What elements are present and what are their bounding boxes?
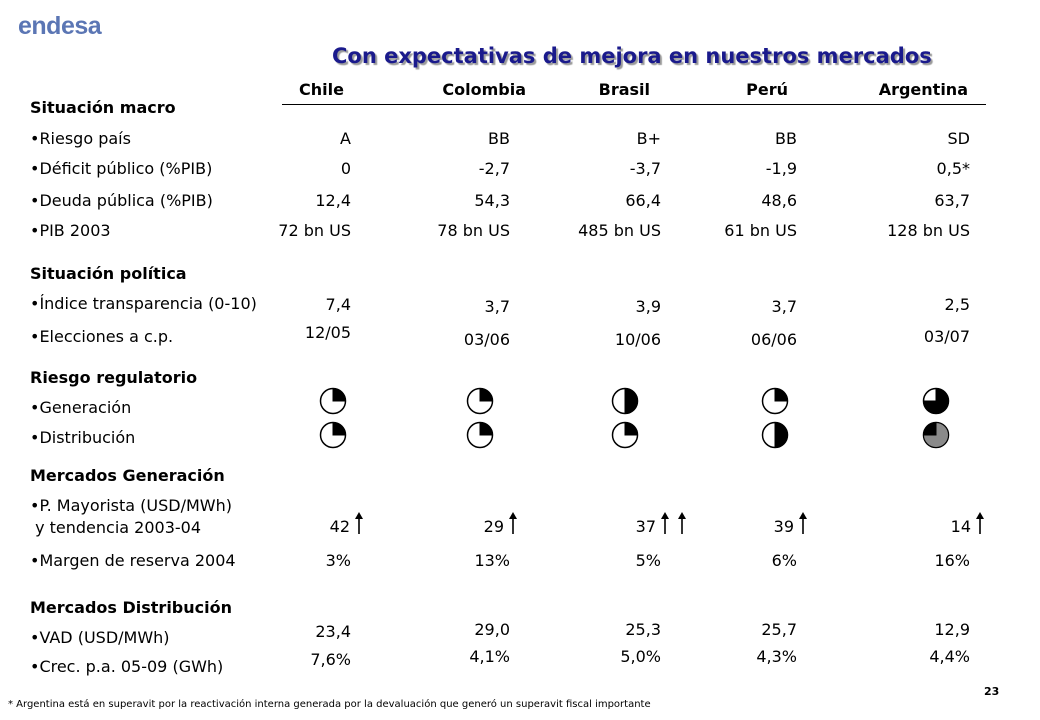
cell-deficit-chile: 0: [340, 159, 351, 178]
risk-pie-distribucion-argentina: [922, 421, 950, 449]
label-reserva: •Margen de reserva 2004: [30, 551, 236, 570]
column-header-argentina: Argentina: [878, 80, 968, 99]
cell-transparencia-brasil: 3,9: [635, 297, 661, 316]
cell-deficit-brasil: -3,7: [629, 159, 661, 178]
trend-up-arrow-icon: [661, 512, 669, 534]
cell-transparencia-chile: 7,4: [325, 295, 351, 314]
column-header-chile: Chile: [299, 80, 344, 99]
cell-vad-brasil: 25,3: [625, 620, 661, 639]
label-generacion: •Generación: [30, 398, 132, 417]
cell-vad-chile: 23,4: [315, 622, 351, 641]
cell-deuda-colombia: 54,3: [474, 191, 510, 210]
cell-pib-brasil: 485 bn US: [578, 221, 661, 240]
risk-pie-distribucion-brasil: [611, 421, 639, 449]
cell-crec-colombia: 4,1%: [469, 647, 510, 666]
label-deficit: •Déficit público (%PIB): [30, 159, 213, 178]
cell-elecciones-argentina: 03/07: [923, 327, 970, 346]
cell-mayorista-colombia: 29: [483, 517, 504, 536]
cell-mayorista-brasil: 37: [635, 517, 656, 536]
cell-riesgo-pais-peru: BB: [775, 129, 797, 148]
trend-up-arrow-icon: [799, 512, 807, 534]
cell-reserva-colombia: 13%: [474, 551, 510, 570]
cell-deficit-argentina: 0,5*: [936, 159, 970, 178]
label-transparencia: •Índice transparencia (0-10): [30, 294, 257, 313]
label-mayorista-2: y tendencia 2003-04: [30, 518, 202, 537]
risk-pie-generacion-peru: [761, 387, 789, 415]
cell-riesgo-pais-brasil: B+: [636, 129, 661, 148]
label-distribucion: •Distribución: [30, 428, 136, 447]
cell-pib-peru: 61 bn US: [724, 221, 797, 240]
section-mercados-generacion: Mercados Generación: [30, 466, 225, 485]
cell-deficit-peru: -1,9: [765, 159, 797, 178]
section-mercados-distribucion: Mercados Distribución: [30, 598, 232, 617]
column-header-brasil: Brasil: [598, 80, 650, 99]
cell-pib-colombia: 78 bn US: [437, 221, 510, 240]
risk-pie-distribucion-peru: [761, 421, 789, 449]
risk-pie-distribucion-colombia: [466, 421, 494, 449]
cell-mayorista-peru: 39: [773, 517, 794, 536]
cell-deuda-brasil: 66,4: [625, 191, 661, 210]
cell-mayorista-chile: 42: [329, 517, 350, 536]
cell-pib-argentina: 128 bn US: [887, 221, 970, 240]
label-mayorista-1: •P. Mayorista (USD/MWh): [30, 496, 232, 515]
cell-reserva-chile: 3%: [325, 551, 351, 570]
cell-reserva-peru: 6%: [771, 551, 797, 570]
cell-elecciones-brasil: 10/06: [614, 330, 661, 349]
cell-elecciones-peru: 06/06: [750, 330, 797, 349]
column-header-peru: Perú: [746, 80, 788, 99]
label-elecciones: •Elecciones a c.p.: [30, 327, 174, 346]
label-crec: •Crec. p.a. 05-09 (GWh): [30, 657, 224, 676]
page-title: Con expectativas de mejora en nuestros m…: [332, 44, 932, 68]
cell-transparencia-argentina: 2,5: [944, 295, 970, 314]
cell-deuda-chile: 12,4: [315, 191, 351, 210]
column-header-colombia: Colombia: [442, 80, 526, 99]
label-pib: •PIB 2003: [30, 221, 111, 240]
cell-elecciones-colombia: 03/06: [463, 330, 510, 349]
section-situacion-politica: Situación política: [30, 264, 187, 283]
cell-pib-chile: 72 bn US: [278, 221, 351, 240]
cell-vad-peru: 25,7: [761, 620, 797, 639]
cell-transparencia-peru: 3,7: [771, 297, 797, 316]
risk-pie-generacion-brasil: [611, 387, 639, 415]
trend-up-arrow-icon: [509, 512, 517, 534]
risk-pie-generacion-argentina: [922, 387, 950, 415]
cell-deuda-argentina: 63,7: [934, 191, 970, 210]
header-divider: [282, 104, 986, 105]
cell-deuda-peru: 48,6: [761, 191, 797, 210]
page-number: 23: [984, 685, 1000, 698]
cell-reserva-brasil: 5%: [635, 551, 661, 570]
cell-reserva-argentina: 16%: [934, 551, 970, 570]
cell-vad-argentina: 12,9: [934, 620, 970, 639]
label-vad: •VAD (USD/MWh): [30, 628, 170, 647]
label-riesgo-pais: •Riesgo país: [30, 129, 131, 148]
cell-transparencia-colombia: 3,7: [484, 297, 510, 316]
label-deuda: •Deuda pública (%PIB): [30, 191, 213, 210]
footnote: * Argentina está en superavit por la rea…: [8, 699, 651, 710]
cell-riesgo-pais-colombia: BB: [488, 129, 510, 148]
cell-riesgo-pais-argentina: SD: [947, 129, 970, 148]
cell-crec-argentina: 4,4%: [929, 647, 970, 666]
risk-pie-generacion-chile: [319, 387, 347, 415]
cell-vad-colombia: 29,0: [474, 620, 510, 639]
trend-up-arrow-icon: [976, 512, 984, 534]
cell-crec-peru: 4,3%: [756, 647, 797, 666]
risk-pie-distribucion-chile: [319, 421, 347, 449]
cell-crec-brasil: 5,0%: [620, 647, 661, 666]
trend-up-arrow-icon: [678, 512, 686, 534]
endesa-logo: endesa: [18, 12, 102, 40]
section-riesgo-regulatorio: Riesgo regulatorio: [30, 368, 198, 387]
cell-elecciones-chile: 12/05: [304, 323, 351, 342]
cell-crec-chile: 7,6%: [310, 650, 351, 669]
section-situacion-macro: Situación macro: [30, 98, 176, 117]
risk-pie-generacion-colombia: [466, 387, 494, 415]
trend-up-arrow-icon: [355, 512, 363, 534]
cell-deficit-colombia: -2,7: [478, 159, 510, 178]
cell-riesgo-pais-chile: A: [340, 129, 351, 148]
cell-mayorista-argentina: 14: [950, 517, 971, 536]
